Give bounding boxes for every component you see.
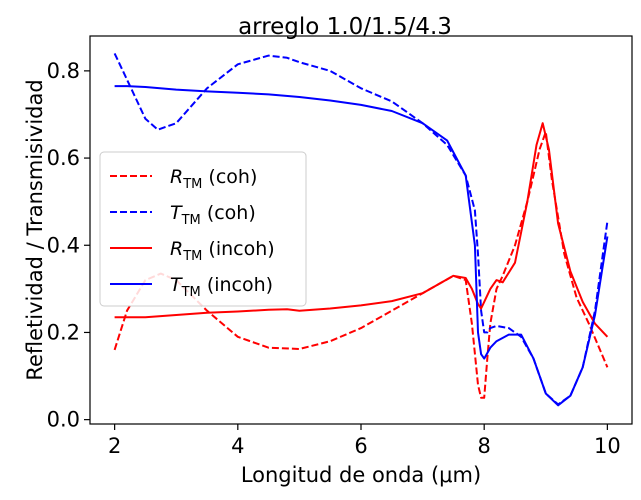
- legend-label-3: TTM (incoh): [170, 274, 273, 300]
- x-tick-label: 10: [594, 434, 621, 458]
- y-tick-label: 0.2: [47, 320, 80, 344]
- x-tick-label: 2: [108, 434, 121, 458]
- legend-label-2: RTM (incoh): [170, 238, 275, 264]
- legend-box: [99, 151, 307, 307]
- series-line-3: [114, 85, 609, 407]
- plot-area: [113, 52, 609, 407]
- legend: RTM (coh) TTM (coh) RTM (incoh) TTM (incoh): [99, 151, 307, 307]
- y-axis: 0.0 0.2 0.4 0.6 0.8: [47, 59, 90, 432]
- y-tick-label: 0.0: [47, 408, 80, 432]
- x-axis-label: Longitud de onda (μm): [241, 463, 481, 487]
- y-tick-label: 0.8: [47, 59, 80, 83]
- x-tick-label: 4: [231, 434, 244, 458]
- y-tick-label: 0.6: [47, 146, 80, 170]
- x-axis: 2 4 6 8 10: [108, 424, 621, 458]
- y-tick-label: 0.4: [47, 233, 80, 257]
- legend-label-1: TTM (coh): [170, 202, 256, 228]
- x-tick-label: 8: [477, 434, 490, 458]
- y-axis-label: Refletividad / Transmisividad: [23, 79, 47, 380]
- x-tick-label: 6: [354, 434, 367, 458]
- legend-label-0: RTM (coh): [170, 166, 257, 192]
- series-line-2: [114, 122, 609, 338]
